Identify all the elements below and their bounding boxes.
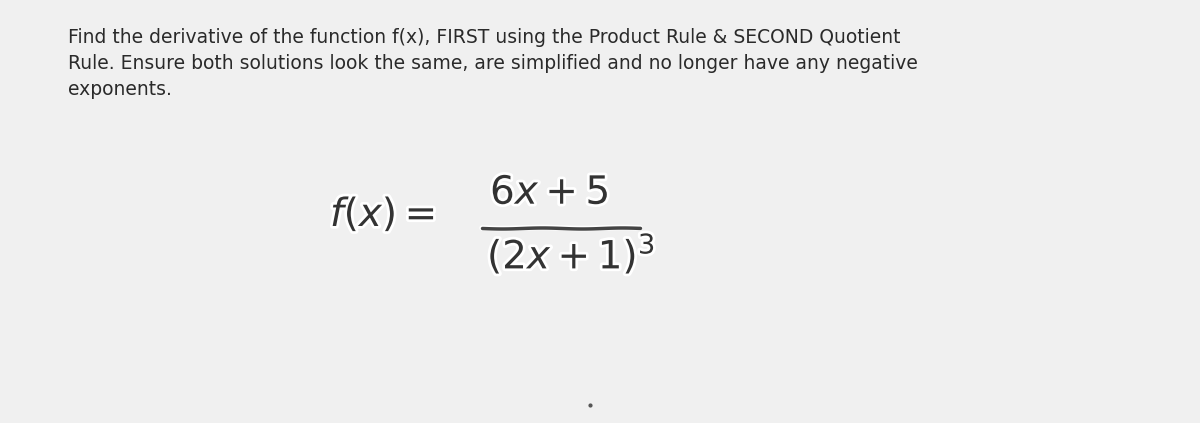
Text: $(2x+1)^3$: $(2x+1)^3$ — [487, 232, 655, 277]
Text: Rule. Ensure both solutions look the same, are simplified and no longer have any: Rule. Ensure both solutions look the sam… — [68, 54, 918, 73]
Text: exponents.: exponents. — [68, 80, 172, 99]
Text: $f(x)=$: $f(x)=$ — [330, 195, 436, 234]
Text: $6x+5$: $6x+5$ — [490, 175, 608, 212]
Text: Find the derivative of the function f(x), FIRST using the Product Rule & SECOND : Find the derivative of the function f(x)… — [68, 28, 900, 47]
